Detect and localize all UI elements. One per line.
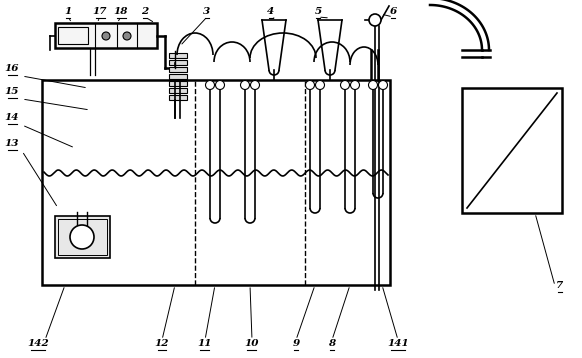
Bar — [58, 27, 88, 44]
Circle shape — [205, 81, 215, 90]
Text: 10: 10 — [245, 339, 259, 348]
Text: 11: 11 — [198, 339, 212, 348]
Bar — [462, 88, 562, 213]
Text: 5: 5 — [314, 7, 322, 16]
Text: 3: 3 — [203, 7, 211, 16]
Text: 1: 1 — [65, 7, 72, 16]
Text: 8: 8 — [328, 339, 336, 348]
Circle shape — [123, 32, 131, 40]
Bar — [169, 67, 187, 72]
Text: 141: 141 — [387, 339, 409, 348]
Bar — [169, 95, 187, 100]
Bar — [42, 80, 390, 285]
Bar — [55, 23, 157, 48]
Text: 7: 7 — [556, 281, 563, 290]
Text: 17: 17 — [93, 7, 107, 16]
Text: 12: 12 — [155, 339, 169, 348]
Text: 18: 18 — [113, 7, 128, 16]
Bar — [58, 219, 107, 255]
Circle shape — [369, 14, 381, 26]
Text: 2: 2 — [141, 7, 148, 16]
Circle shape — [240, 81, 250, 90]
Text: 9: 9 — [292, 339, 300, 348]
Text: 4: 4 — [267, 7, 275, 16]
Text: 14: 14 — [5, 113, 19, 122]
Bar — [169, 74, 187, 79]
Text: 142: 142 — [27, 339, 49, 348]
Bar — [169, 81, 187, 86]
Circle shape — [70, 225, 94, 249]
Circle shape — [350, 81, 360, 90]
Text: 16: 16 — [5, 64, 19, 73]
Circle shape — [315, 81, 325, 90]
Circle shape — [340, 81, 350, 90]
Circle shape — [368, 81, 378, 90]
Circle shape — [306, 81, 314, 90]
Text: 13: 13 — [5, 139, 19, 148]
Bar — [55, 216, 110, 258]
Bar — [169, 88, 187, 93]
Bar — [169, 60, 187, 65]
Bar — [169, 53, 187, 58]
Circle shape — [378, 81, 388, 90]
Text: 15: 15 — [5, 87, 19, 96]
Circle shape — [215, 81, 225, 90]
Circle shape — [250, 81, 260, 90]
Circle shape — [102, 32, 110, 40]
Text: 6: 6 — [389, 7, 396, 16]
